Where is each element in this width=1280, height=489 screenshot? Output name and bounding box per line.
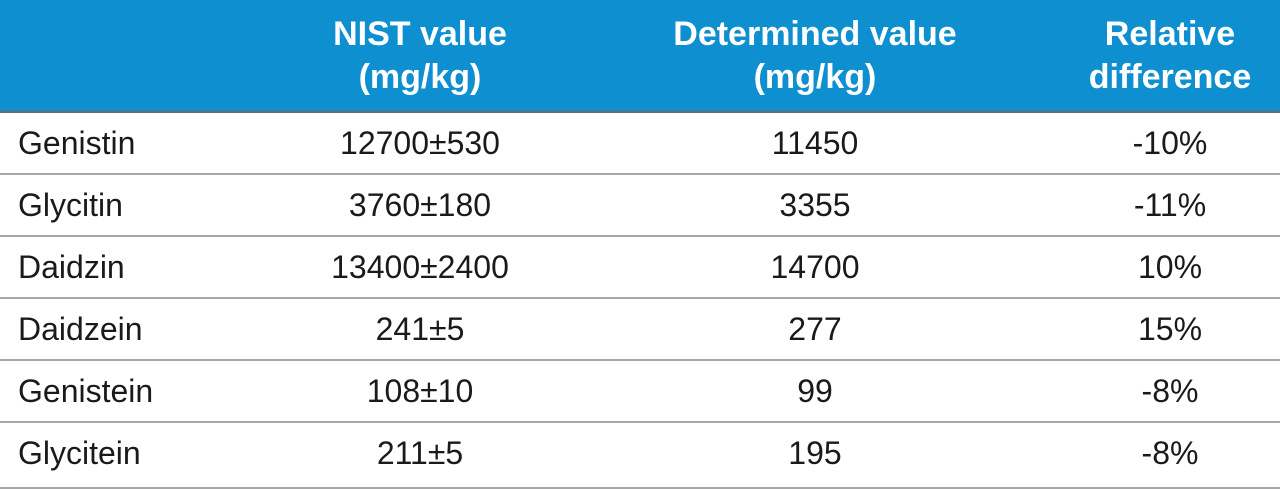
row-divider [0,421,1280,423]
relative-difference: -8% [1141,435,1199,471]
header-nist-line1: NIST value [333,14,507,53]
compound-name: Daidzein [18,311,143,347]
table-row: Daidzein 241±5 277 15% [0,299,1280,361]
compound-name: Glycitein [18,435,141,471]
row-divider [0,173,1280,175]
row-divider [0,235,1280,237]
table-row: Genistein 108±10 99 -8% [0,361,1280,423]
row-divider [0,359,1280,361]
header-determined-line2: (mg/kg) [753,57,877,96]
table-header: NIST value (mg/kg) Determined value (mg/… [0,0,1280,111]
header-determined-line1: Determined value [673,14,957,53]
nist-value: 3760±180 [348,187,492,223]
header-divider [0,111,1280,113]
table-row: Daidzin 13400±2400 14700 10% [0,237,1280,299]
nist-value: 211±5 [376,435,464,471]
relative-difference: -11% [1133,187,1207,223]
table-row: Genistin 12700±530 11450 -10% [0,113,1280,175]
relative-difference: 15% [1137,311,1203,347]
determined-value: 99 [797,373,833,409]
relative-difference: -8% [1141,373,1199,409]
relative-difference: 10% [1137,249,1203,285]
compound-name: Genistin [18,125,136,161]
relative-difference: -10% [1132,125,1208,161]
row-divider [0,297,1280,299]
nist-value: 13400±2400 [331,249,509,285]
nist-value: 108±10 [366,373,474,409]
determined-value: 277 [788,311,842,347]
header-relative-difference: Relative difference [1060,0,1280,111]
header-nist-value: NIST value (mg/kg) [270,0,570,111]
determined-value: 11450 [771,125,859,161]
header-name-column [0,0,260,111]
table-row: Glycitin 3760±180 3355 -11% [0,175,1280,237]
compound-name: Glycitin [18,187,123,223]
header-relative-line2: difference [1088,57,1252,96]
header-determined-value: Determined value (mg/kg) [630,0,1000,111]
header-nist-line2: (mg/kg) [358,57,482,96]
determined-value: 14700 [770,249,860,285]
compound-name: Genistein [18,373,154,409]
row-divider [0,487,1280,489]
table-row: Glycitein 211±5 195 -8% [0,423,1280,489]
determined-value: 3355 [779,187,851,223]
compound-name: Daidzin [18,249,125,285]
nist-value: 241±5 [375,311,465,347]
determined-value: 195 [788,435,842,471]
header-relative-line1: Relative [1104,14,1236,53]
nist-value: 12700±530 [340,125,500,161]
